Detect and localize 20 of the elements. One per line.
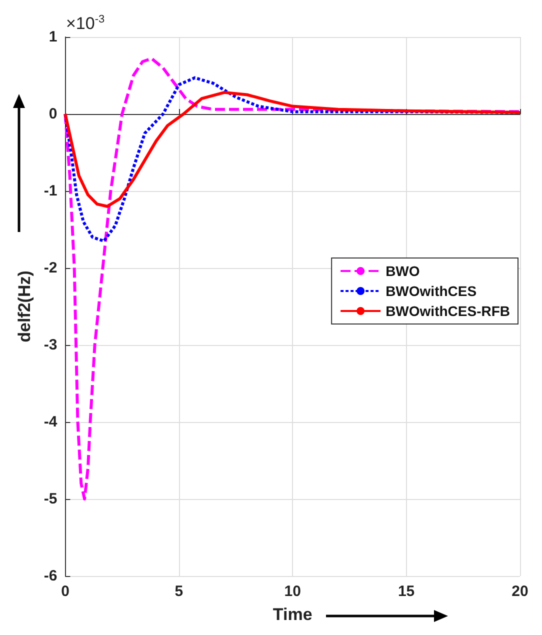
x-tick-label: 20 (512, 583, 528, 600)
x-tick-label: 10 (284, 583, 301, 600)
y-axis-title: delf2(Hz) (15, 270, 34, 342)
y-tick-label: -6 (44, 568, 58, 584)
y-tick-label: -4 (44, 414, 58, 430)
legend-label: BWOwithCES (386, 283, 477, 299)
x-tick-label: 15 (398, 583, 415, 600)
y-tick-label: -3 (44, 336, 58, 354)
y-tick-label: -1 (44, 182, 58, 200)
x-tick-label: 0 (61, 583, 70, 600)
legend-label: BWOwithCES-RFB (386, 303, 510, 319)
y-tick-label: 0 (48, 106, 58, 122)
legend-label: BWO (386, 263, 420, 279)
line-series (64, 57, 522, 500)
y-tick-label: -5 (44, 490, 58, 508)
x-axis-title: Time (272, 605, 312, 624)
y-tick-label: -2 (44, 260, 58, 276)
y-tick-label: 1 (48, 28, 58, 46)
line-series (64, 90, 522, 208)
x-tick-label: 5 (174, 583, 184, 600)
